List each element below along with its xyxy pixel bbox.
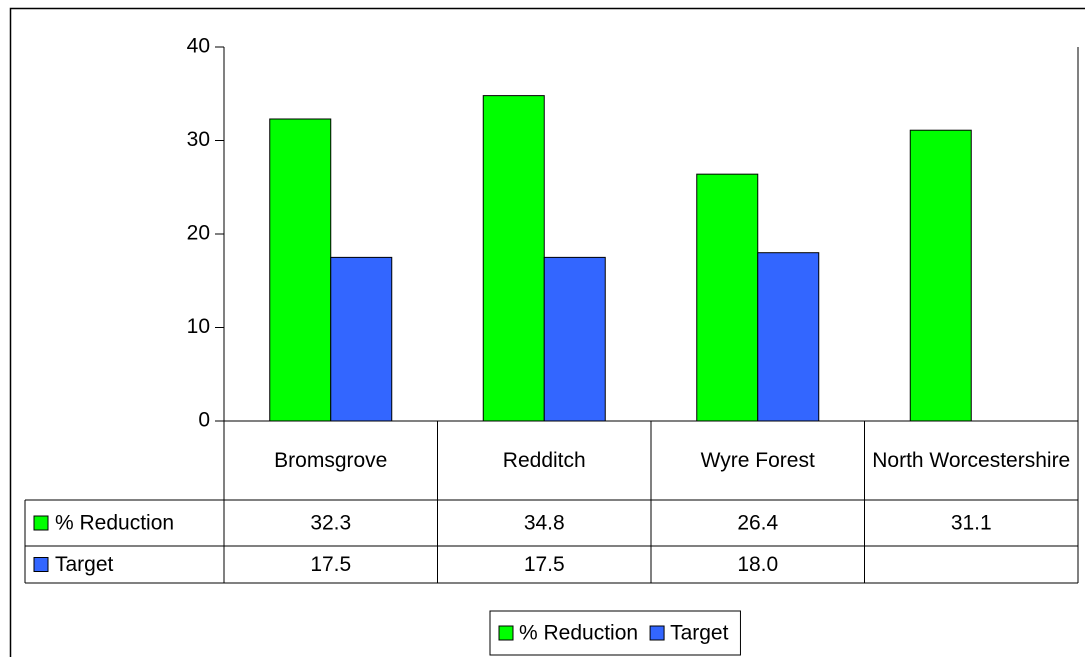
legend-key: [649, 625, 665, 641]
legend-label: % Reduction: [519, 622, 638, 645]
x-tick-label: Wyre Forest: [700, 448, 815, 472]
table-value: 31.1: [951, 512, 992, 535]
table-row-label: % Reduction: [55, 512, 174, 535]
table-legend-key: [33, 515, 49, 531]
bar: [269, 118, 332, 422]
bar: [757, 252, 820, 422]
table-value: 17.5: [310, 553, 351, 576]
table-row-label: Target: [55, 553, 114, 576]
bar: [909, 129, 972, 422]
x-tick-label: North Worcestershire: [872, 448, 1071, 472]
bar: [696, 173, 759, 422]
legend-label: Target: [670, 622, 729, 645]
table-value: 34.8: [524, 512, 565, 535]
y-tick-label: 0: [198, 409, 210, 432]
chart-border: [9, 7, 1085, 657]
x-tick-label: Bromsgrove: [274, 448, 388, 472]
legend-key: [498, 625, 514, 641]
table-legend-key: [33, 557, 49, 572]
table-value: 32.3: [310, 512, 351, 535]
legend-box: [489, 610, 741, 656]
table-value: 26.4: [737, 512, 778, 535]
table-value: 18.0: [737, 553, 778, 576]
y-tick-label: 20: [187, 222, 210, 245]
x-tick-label: Redditch: [502, 448, 586, 472]
table-value: 17.5: [524, 553, 565, 576]
y-tick-label: 10: [187, 315, 210, 338]
bar: [482, 95, 545, 422]
bar: [330, 256, 393, 422]
y-tick-label: 40: [187, 35, 210, 58]
y-tick-label: 30: [187, 128, 210, 151]
bar: [543, 256, 606, 422]
